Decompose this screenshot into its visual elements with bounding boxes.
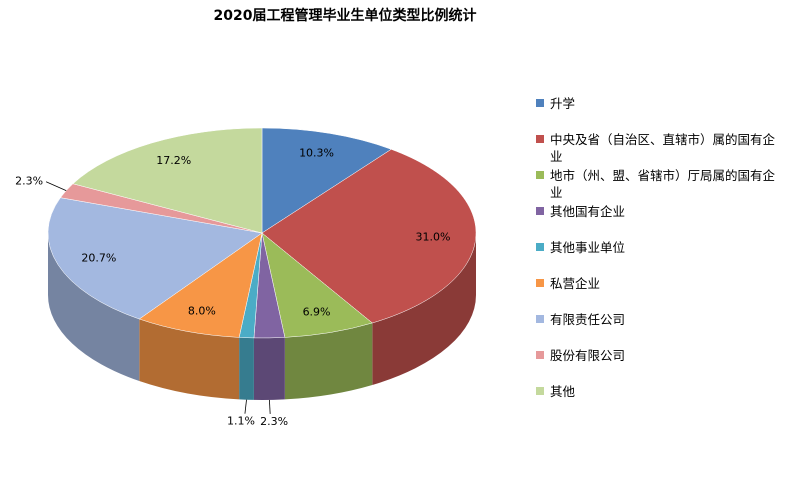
data-label: 2.3% bbox=[260, 415, 288, 428]
slice-side bbox=[48, 233, 140, 382]
legend-swatch bbox=[536, 315, 544, 323]
legend-label: 其他国有企业 bbox=[550, 204, 626, 219]
legend-swatch bbox=[536, 279, 544, 287]
legend-label: 升学 bbox=[550, 96, 576, 111]
legend-item: 股份有限公司 bbox=[536, 347, 786, 364]
data-label: 17.2% bbox=[156, 154, 191, 167]
legend-label: 私营企业 bbox=[550, 276, 601, 291]
legend-item: 其他事业单位 bbox=[536, 239, 786, 256]
slice bbox=[47, 197, 263, 320]
leader-line bbox=[244, 399, 247, 414]
legend-swatch bbox=[536, 99, 544, 107]
legend-swatch bbox=[536, 387, 544, 395]
legend-item: 升学 bbox=[536, 95, 786, 112]
legend-label: 其他 bbox=[550, 384, 576, 399]
data-label: 10.3% bbox=[299, 146, 334, 159]
leader-line bbox=[269, 399, 271, 414]
legend-label: 其他事业单位 bbox=[550, 240, 626, 255]
legend-item: 地市（州、盟、省辖市）厅局属的国有企业 bbox=[536, 167, 786, 201]
legend-label: 有限责任公司 bbox=[550, 312, 626, 327]
data-label: 20.7% bbox=[81, 252, 116, 265]
legend-swatch bbox=[536, 351, 544, 359]
slice bbox=[138, 232, 263, 338]
slice-side bbox=[139, 319, 240, 400]
slice-side bbox=[372, 233, 476, 385]
leader-line bbox=[45, 181, 67, 191]
slice bbox=[261, 127, 392, 234]
legend-swatch bbox=[536, 135, 544, 143]
legend-label: 地市（州、盟、省辖市）厅局属的国有企业 bbox=[550, 168, 776, 200]
slice-side bbox=[239, 337, 254, 400]
data-label: 1.1% bbox=[227, 415, 255, 428]
slice-side bbox=[284, 322, 373, 400]
legend-label: 股份有限公司 bbox=[550, 348, 626, 363]
data-label: 6.9% bbox=[303, 306, 331, 319]
legend-item: 其他国有企业 bbox=[536, 203, 786, 220]
data-label: 2.3% bbox=[15, 175, 43, 188]
slice-side bbox=[253, 337, 285, 401]
legend-item: 有限责任公司 bbox=[536, 311, 786, 328]
legend-swatch bbox=[536, 171, 544, 179]
chart-title: 2020届工程管理毕业生单位类型比例统计 bbox=[214, 7, 477, 24]
data-label: 8.0% bbox=[188, 305, 216, 318]
slice bbox=[72, 127, 263, 234]
legend-label: 中央及省（自治区、直辖市）属的国有企业 bbox=[550, 132, 776, 164]
legend-item: 私营企业 bbox=[536, 275, 786, 292]
data-label: 31.0% bbox=[415, 230, 450, 243]
legend-item: 中央及省（自治区、直辖市）属的国有企业 bbox=[536, 131, 786, 165]
legend-swatch bbox=[536, 207, 544, 215]
legend-swatch bbox=[536, 243, 544, 251]
legend-item: 其他 bbox=[536, 383, 786, 400]
slice bbox=[261, 149, 477, 324]
